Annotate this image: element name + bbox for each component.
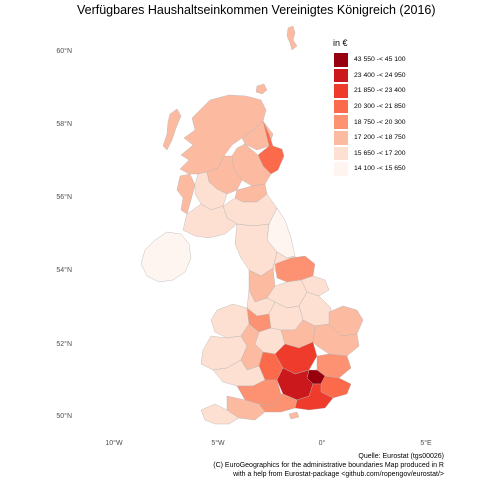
map-title: Verfügbares Haushaltseinkommen Vereinigt… (77, 3, 436, 17)
legend-swatch (333, 114, 349, 130)
region-south-wales (212, 359, 266, 387)
region-orkney (255, 83, 268, 95)
legend-item: 14 100 -< 15 650 (333, 161, 406, 177)
region-argyll-islands (176, 173, 196, 215)
region-isle-of-wight (288, 411, 300, 420)
legend-rows: 43 550 -< 45 100 23 400 -< 24 950 21 850 -… (333, 52, 406, 177)
x-tick-10w: 10°W (105, 440, 123, 447)
region-aberdeen (257, 120, 285, 175)
region-sussex (294, 383, 334, 411)
legend-swatch (333, 129, 349, 146)
y-tick-60n: 60°N (56, 48, 72, 55)
legend-swatch (333, 67, 349, 84)
legend-item: 15 650 -< 17 200 (333, 145, 406, 162)
y-tick-56n: 56°N (56, 194, 72, 201)
caption-source: Quelle: Eurostat (tgs00026) (358, 453, 444, 460)
caption-copyright: (C) EuroGeographics for the administrati… (213, 462, 444, 469)
y-tick-58n: 58°N (56, 121, 72, 128)
x-tick-5e: 5°E (420, 440, 432, 447)
y-tick-50n: 50°N (56, 413, 72, 420)
region-dorset (258, 393, 298, 413)
legend-item: 17 200 -< 18 750 (333, 129, 406, 146)
legend-label: 20 300 -< 21 850 (354, 103, 406, 111)
caption: Quelle: Eurostat (tgs00026) (C) EuroGeog… (213, 452, 444, 479)
x-tick-0: 0° (318, 440, 326, 447)
legend-label: 21 850 -< 23 400 (354, 87, 406, 95)
legend: in € 43 550 -< 45 100 23 400 -< 24 950 21 … (333, 38, 406, 177)
region-northern-ireland (140, 231, 192, 283)
legend-item: 20 300 -< 21 850 (333, 98, 406, 115)
y-tick-52n: 52°N (56, 341, 72, 348)
legend-item: 23 400 -< 24 950 (333, 67, 406, 84)
x-tick-5w: 5°W (211, 440, 225, 447)
legend-item: 18 750 -< 20 300 (333, 114, 406, 130)
legend-swatch (333, 145, 349, 162)
region-shetland (286, 25, 298, 51)
legend-swatch (333, 98, 349, 115)
uk-regions (140, 25, 364, 425)
legend-label: 17 200 -< 18 750 (354, 134, 406, 142)
legend-item: 21 850 -< 23 400 (333, 83, 406, 99)
legend-swatch (333, 161, 349, 177)
legend-item: 43 550 -< 45 100 (333, 52, 406, 68)
region-cambridgeshire (312, 323, 360, 357)
map-panel (77, 24, 445, 436)
legend-label: 23 400 -< 24 950 (354, 71, 406, 79)
legend-swatch (333, 52, 349, 68)
legend-title: in € (333, 38, 348, 48)
legend-label: 18 750 -< 20 300 (354, 118, 406, 126)
legend-label: 14 100 -< 15 650 (354, 165, 406, 173)
legend-label: 43 550 -< 45 100 (354, 56, 406, 64)
legend-swatch (333, 83, 349, 99)
legend-label: 15 650 -< 17 200 (354, 149, 406, 157)
region-cornwall (200, 403, 240, 425)
caption-package: with a help from Eurostat-package <githu… (233, 471, 444, 478)
region-outer-hebrides (162, 108, 182, 151)
y-tick-54n: 54°N (56, 267, 72, 274)
